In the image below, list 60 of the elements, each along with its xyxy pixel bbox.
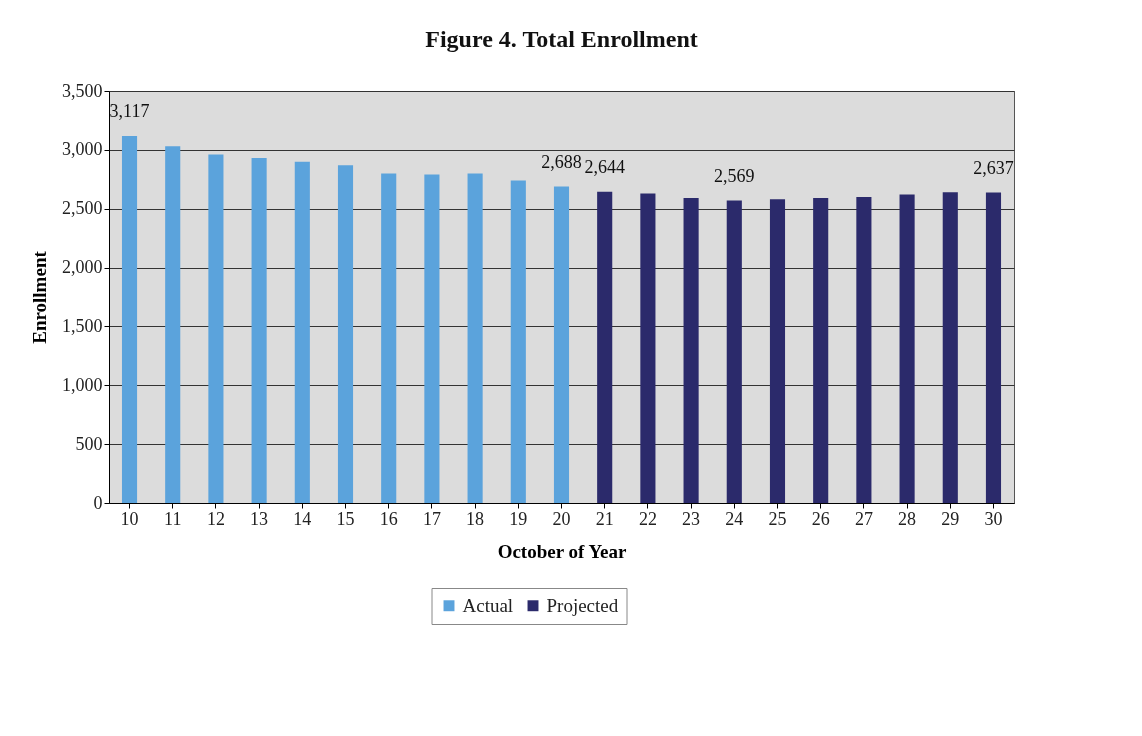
x-tick-label: 25: [768, 508, 787, 529]
bar: [899, 194, 915, 503]
legend-label: Actual: [462, 594, 514, 616]
bar: [208, 154, 224, 503]
x-tick-label: 28: [898, 508, 917, 529]
bar: [769, 199, 786, 503]
x-tick-label: 18: [466, 508, 485, 529]
x-tick-label: 27: [854, 508, 873, 529]
data-label: 2,688: [541, 151, 582, 172]
x-tick-label: 13: [250, 508, 269, 529]
bar: [510, 180, 526, 503]
bar: [553, 186, 570, 503]
bar: [726, 200, 742, 503]
y-tick-label: 3,500: [62, 80, 103, 101]
bar: [942, 192, 958, 503]
x-tick-label: 29: [941, 508, 960, 529]
x-tick-label: 21: [595, 508, 614, 529]
y-axis-title: Enrollment: [29, 250, 50, 344]
x-tick-label: 19: [509, 508, 528, 529]
x-tick-label: 11: [164, 508, 182, 529]
x-tick-label: 23: [682, 508, 701, 529]
y-tick-label: 1,500: [62, 315, 103, 336]
bar: [813, 198, 829, 503]
bar: [467, 173, 483, 503]
bar: [121, 136, 138, 503]
chart-title: Figure 4. Total Enrollment: [425, 26, 698, 52]
bar: [985, 192, 1002, 503]
x-tick-label: 30: [984, 508, 1003, 529]
x-tick-label: 12: [206, 508, 225, 529]
x-tick-label: 17: [422, 508, 441, 529]
data-label: 2,569: [714, 165, 755, 186]
data-label: 2,644: [584, 156, 625, 177]
y-tick-label: 2,000: [62, 257, 103, 278]
bar: [424, 174, 440, 503]
bar: [597, 191, 613, 503]
x-tick-label: 20: [552, 508, 571, 529]
data-label: 3,117: [109, 101, 150, 122]
y-tick-label: 2,500: [62, 198, 103, 219]
bar: [640, 193, 656, 503]
bar: [856, 196, 872, 503]
x-axis-title: October of Year: [497, 540, 627, 562]
y-tick-label: 0: [93, 492, 103, 513]
bar: [251, 158, 267, 503]
x-tick-label: 16: [379, 508, 398, 529]
bar: [294, 161, 310, 503]
x-tick-label: 14: [293, 508, 312, 529]
x-tick-label: 22: [638, 508, 657, 529]
legend-label: Projected: [546, 594, 619, 616]
bar: [165, 146, 181, 503]
x-tick-label: 26: [811, 508, 830, 529]
data-label: 2,637: [973, 157, 1014, 178]
y-tick-label: 500: [75, 433, 103, 454]
bar: [381, 173, 397, 503]
bar: [683, 198, 699, 503]
x-tick-label: 24: [725, 508, 744, 529]
y-tick-label: 3,000: [62, 139, 103, 160]
y-tick-label: 1,000: [62, 374, 103, 395]
x-tick-label: 10: [120, 508, 139, 529]
x-tick-label: 15: [336, 508, 355, 529]
bar: [337, 165, 354, 503]
